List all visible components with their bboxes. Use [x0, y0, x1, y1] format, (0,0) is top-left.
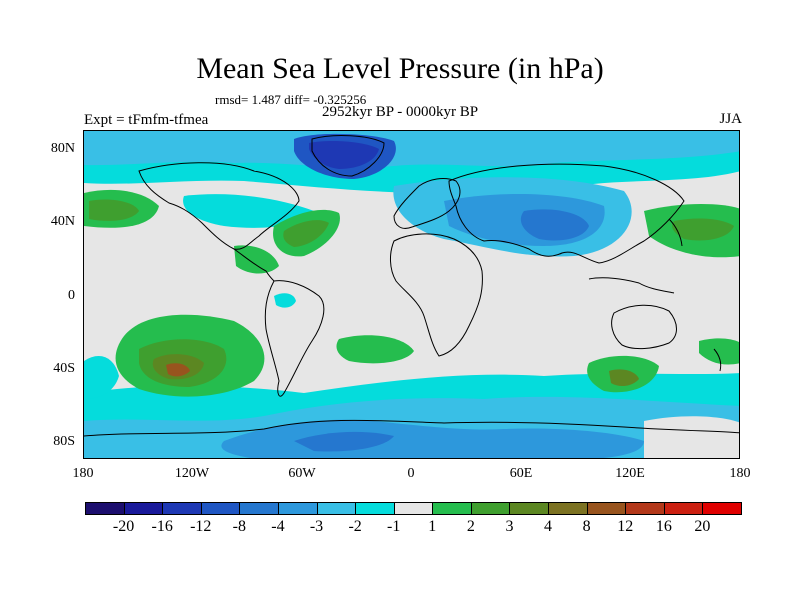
legend-label: 4: [544, 518, 553, 535]
gulf-high: [234, 245, 279, 274]
south-atlantic-high: [336, 335, 414, 364]
legend-swatch: [393, 502, 434, 515]
legend-swatch: [355, 502, 395, 515]
legend-swatch: [470, 502, 511, 515]
color-legend: [85, 502, 742, 515]
legend-label: 8: [582, 518, 591, 535]
lat-label-0: 0: [68, 288, 75, 303]
legend-label: -8: [232, 518, 246, 535]
coast-newzealand: [713, 348, 722, 372]
tropical-pacific-low: [274, 293, 296, 308]
legend-label: -12: [190, 518, 212, 535]
legend-label: 12: [617, 518, 634, 535]
experiment-label: Expt = tFmfm-tfmea: [84, 112, 209, 128]
legend-swatch: [548, 502, 588, 515]
legend-swatch: [239, 502, 279, 515]
legend-swatch: [85, 502, 125, 515]
lon-label-120e: 120E: [615, 466, 645, 481]
legend-label: -1: [387, 518, 401, 535]
legend-label: 16: [655, 518, 672, 535]
coast-south-america: [264, 280, 325, 397]
lat-label-40n: 40N: [50, 214, 75, 229]
coast-north-america: [138, 162, 300, 250]
lon-label-120w: 120W: [174, 466, 210, 481]
coast-europe: [393, 178, 461, 229]
pressure-map: [84, 131, 739, 458]
legend-swatch: [586, 502, 627, 515]
lat-label-80n: 80N: [50, 141, 75, 156]
legend-swatch: [625, 502, 665, 515]
legend-label: 20: [694, 518, 711, 535]
coast-africa: [390, 233, 483, 357]
legend-swatch: [702, 502, 742, 515]
coast-antarctica: [84, 419, 739, 437]
map-title: Mean Sea Level Pressure (in hPa): [196, 52, 604, 85]
season-label: JJA: [719, 111, 742, 127]
south-pacific-low: [84, 356, 119, 399]
legend-swatch: [200, 502, 241, 515]
atlantic-high-core: [283, 220, 329, 247]
lon-label-0: 0: [407, 466, 415, 481]
lat-label-40s: 40S: [53, 361, 75, 376]
legend-label: -4: [271, 518, 285, 535]
north-pacific-high-west-core: [89, 199, 139, 221]
antarctic-high-patch: [644, 416, 739, 458]
legend-label: -3: [309, 518, 324, 535]
legend-label: -2: [348, 518, 362, 535]
coast-indonesia: [588, 277, 675, 294]
north-pacific-low: [183, 194, 314, 228]
coast-japan: [668, 218, 683, 247]
north-pacific-high-east-core: [672, 218, 734, 241]
lat-label-80s: 80S: [53, 434, 75, 449]
antarctic-low-core: [294, 431, 394, 452]
legend-label: 1: [428, 518, 437, 535]
legend-swatch: [123, 502, 164, 515]
coast-greenland: [311, 135, 385, 177]
lon-label-180w: 180: [72, 466, 94, 481]
legend-swatch: [432, 502, 472, 515]
legend-label: 2: [466, 518, 475, 535]
greenland-low-core: [309, 141, 379, 169]
legend-label: -16: [151, 518, 173, 535]
coast-australia: [611, 304, 677, 350]
lon-label-60e: 60E: [509, 466, 533, 481]
map-panel: [83, 130, 740, 459]
coastlines: [84, 135, 739, 437]
coast-asia: [448, 163, 685, 264]
australia-east-high: [699, 338, 739, 365]
arctic-anomaly: [84, 131, 739, 168]
stats-text: rmsd= 1.487 diff= -0.325256: [215, 92, 367, 107]
legend-label: -20: [112, 518, 135, 535]
eurasia-low-core: [520, 209, 589, 241]
coast-central-america: [233, 248, 275, 282]
south-indian-high-core: [609, 369, 639, 387]
legend-swatch: [316, 502, 357, 515]
legend-swatch: [162, 502, 202, 515]
legend-swatch: [277, 502, 318, 515]
legend-swatch: [509, 502, 550, 515]
legend-swatch: [663, 502, 704, 515]
lon-label-60w: 60W: [288, 466, 316, 481]
legend-label: 3: [505, 518, 514, 535]
lon-label-180e: 180: [729, 466, 751, 481]
period-text: 2952kyr BP - 0000kyr BP: [322, 104, 479, 120]
south-pacific-high-core: [166, 363, 190, 377]
